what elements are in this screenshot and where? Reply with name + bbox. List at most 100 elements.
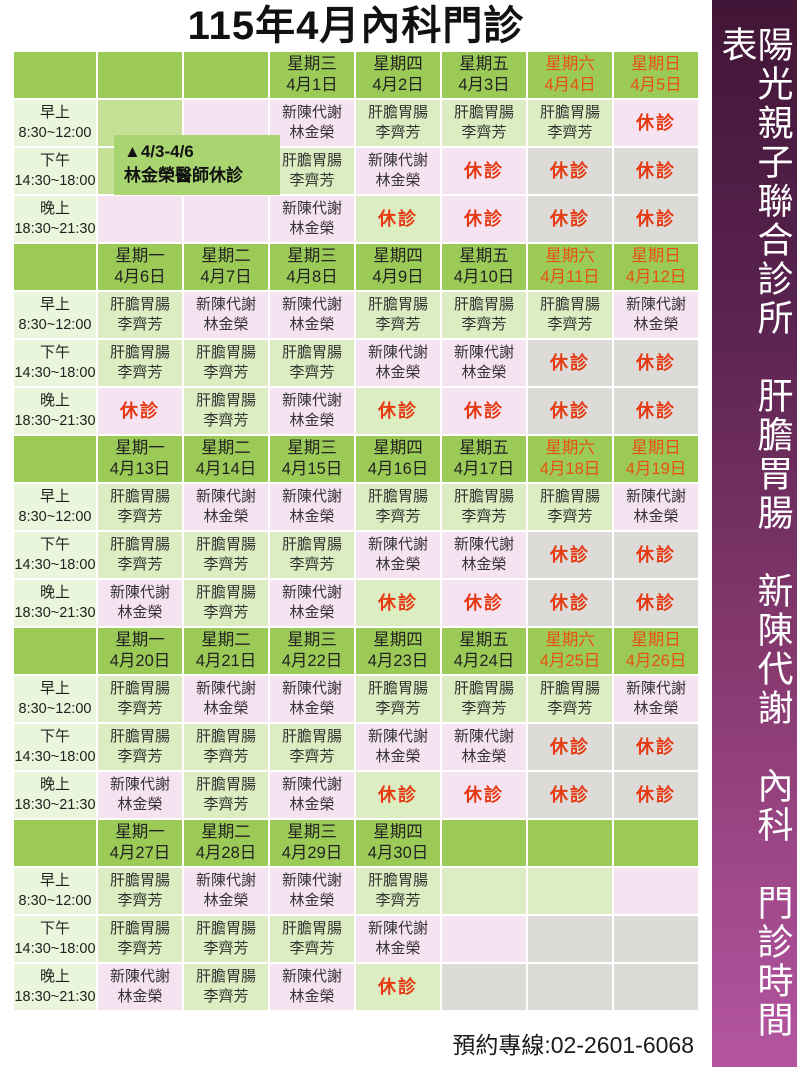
clinic-session-cell: 新陳代謝 林金榮 (184, 292, 268, 338)
clinic-session-cell: 肝膽胃腸 李齊芳 (270, 148, 354, 194)
clinic-session-cell: 肝膽胃腸 李齊芳 (98, 484, 182, 530)
clinic-session-cell: 肝膽胃腸 李齊芳 (270, 916, 354, 962)
empty-cell (614, 916, 698, 962)
day-header: 星期二 4月21日 (184, 628, 268, 674)
clinic-session-cell: 肝膽胃腸 李齊芳 (270, 340, 354, 386)
time-slot-label: 晚上 18:30~21:30 (14, 196, 96, 242)
day-header: 星期一 4月27日 (98, 820, 182, 866)
time-slot-label: 下午 14:30~18:00 (14, 340, 96, 386)
clinic-session-cell: 肝膽胃腸 李齊芳 (356, 676, 440, 722)
clinic-session-cell: 肝膽胃腸 李齊芳 (98, 340, 182, 386)
empty-cell (184, 196, 268, 242)
day-header-empty (528, 820, 612, 866)
clinic-session-cell: 肝膽胃腸 李齊芳 (184, 532, 268, 578)
closed-cell: 休診 (442, 196, 526, 242)
time-slot-label: 晚上 18:30~21:30 (14, 388, 96, 434)
clinic-session-cell: 肝膽胃腸 李齊芳 (184, 340, 268, 386)
clinic-session-cell: 肝膽胃腸 李齊芳 (98, 724, 182, 770)
clinic-session-cell: 肝膽胃腸 李齊芳 (270, 724, 354, 770)
day-header: 星期三 4月1日 (270, 52, 354, 98)
week-block-5: 星期一 4月27日 星期二 4月28日 星期三 4月29日 星期四 4月30日 早上 8:30~1… (14, 820, 698, 1010)
closed-cell: 休診 (442, 388, 526, 434)
time-slot-label: 早上 8:30~12:00 (14, 100, 96, 146)
closed-cell: 休診 (528, 388, 612, 434)
doctor-absence-dates: ▲4/3-4/6 (124, 142, 194, 161)
clinic-session-cell: 肝膽胃腸 李齊芳 (442, 100, 526, 146)
closed-cell: 休診 (528, 340, 612, 386)
page-title: 115年4月內科門診 (187, 4, 525, 48)
closed-cell: 休診 (356, 580, 440, 626)
clinic-session-cell: 肝膽胃腸 李齊芳 (270, 532, 354, 578)
time-slot-label: 早上 8:30~12:00 (14, 676, 96, 722)
doctor-absence-text: 林金榮醫師休診 (124, 166, 243, 185)
clinic-session-cell: 新陳代謝 林金榮 (270, 676, 354, 722)
closed-cell: 休診 (356, 772, 440, 818)
clinic-session-cell: 新陳代謝 林金榮 (270, 292, 354, 338)
clinic-session-cell: 新陳代謝 林金榮 (442, 724, 526, 770)
corner-cell (14, 820, 96, 866)
clinic-session-cell: 新陳代謝 林金榮 (98, 964, 182, 1010)
closed-cell: 休診 (614, 388, 698, 434)
day-header-empty (614, 820, 698, 866)
time-slot-label: 晚上 18:30~21:30 (14, 772, 96, 818)
clinic-session-cell: 新陳代謝 林金榮 (356, 148, 440, 194)
time-slot-label: 晚上 18:30~21:30 (14, 964, 96, 1010)
closed-cell: 休診 (614, 340, 698, 386)
closed-cell: 休診 (614, 580, 698, 626)
day-header: 星期四 4月30日 (356, 820, 440, 866)
day-header: 星期六 4月18日 (528, 436, 612, 482)
time-slot-label: 早上 8:30~12:00 (14, 292, 96, 338)
clinic-session-cell: 肝膽胃腸 李齊芳 (528, 292, 612, 338)
clinic-session-cell: 新陳代謝 林金榮 (356, 724, 440, 770)
clinic-session-cell: 新陳代謝 林金榮 (270, 484, 354, 530)
closed-cell: 休診 (528, 148, 612, 194)
time-slot-label: 下午 14:30~18:00 (14, 916, 96, 962)
day-header: 星期三 4月22日 (270, 628, 354, 674)
corner-cell (14, 52, 96, 98)
time-slot-label: 晚上 18:30~21:30 (14, 580, 96, 626)
clinic-session-cell: 新陳代謝 林金榮 (270, 868, 354, 914)
empty-cell (442, 964, 526, 1010)
closed-cell: 休診 (528, 532, 612, 578)
clinic-session-cell: 新陳代謝 林金榮 (614, 676, 698, 722)
day-header: 星期一 4月20日 (98, 628, 182, 674)
corner-cell (14, 436, 96, 482)
closed-cell: 休診 (614, 196, 698, 242)
clinic-session-cell: 肝膽胃腸 李齊芳 (184, 916, 268, 962)
day-header: 星期四 4月2日 (356, 52, 440, 98)
closed-cell: 休診 (528, 772, 612, 818)
clinic-banner-text: 陽光親子聯合診所 肝膽胃腸 新陳代謝 內科 門診時間表 (716, 26, 794, 1040)
day-header: 星期日 4月5日 (614, 52, 698, 98)
day-header: 星期四 4月9日 (356, 244, 440, 290)
empty-cell (442, 868, 526, 914)
closed-cell: 休診 (528, 724, 612, 770)
clinic-session-cell: 新陳代謝 林金榮 (270, 100, 354, 146)
day-header: 星期二 4月14日 (184, 436, 268, 482)
day-header: 星期五 4月3日 (442, 52, 526, 98)
day-header: 星期五 4月17日 (442, 436, 526, 482)
clinic-session-cell: 新陳代謝 林金榮 (270, 772, 354, 818)
day-header: 星期四 4月23日 (356, 628, 440, 674)
day-header: 星期三 4月29日 (270, 820, 354, 866)
corner-cell (14, 628, 96, 674)
clinic-session-cell: 新陳代謝 林金榮 (614, 292, 698, 338)
clinic-session-cell: 肝膽胃腸 李齊芳 (98, 676, 182, 722)
day-header: 星期四 4月16日 (356, 436, 440, 482)
clinic-session-cell: 肝膽胃腸 李齊芳 (184, 580, 268, 626)
clinic-session-cell: 新陳代謝 林金榮 (270, 580, 354, 626)
closed-cell: 休診 (614, 100, 698, 146)
time-slot-label: 下午 14:30~18:00 (14, 148, 96, 194)
closed-cell: 休診 (98, 388, 182, 434)
clinic-session-cell: 新陳代謝 林金榮 (270, 388, 354, 434)
day-header: 星期一 4月6日 (98, 244, 182, 290)
clinic-session-cell: 肝膽胃腸 李齊芳 (442, 676, 526, 722)
closed-cell: 休診 (528, 196, 612, 242)
clinic-session-cell: 肝膽胃腸 李齊芳 (184, 964, 268, 1010)
empty-cell (528, 964, 612, 1010)
clinic-session-cell: 新陳代謝 林金榮 (184, 676, 268, 722)
week-block-3: 星期一 4月13日 星期二 4月14日 星期三 4月15日 星期四 4月16日 星期五 4月17日… (14, 436, 698, 626)
clinic-session-cell: 肝膽胃腸 李齊芳 (184, 772, 268, 818)
day-header: 星期五 4月24日 (442, 628, 526, 674)
time-slot-label: 下午 14:30~18:00 (14, 724, 96, 770)
